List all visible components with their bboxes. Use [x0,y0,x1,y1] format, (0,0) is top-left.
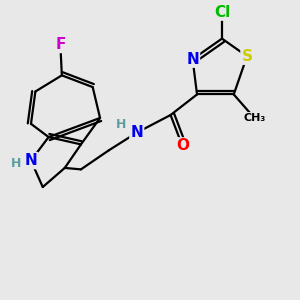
Text: F: F [55,37,66,52]
Text: Cl: Cl [214,5,230,20]
Text: N: N [186,52,199,67]
Text: S: S [242,49,253,64]
Text: CH₃: CH₃ [243,113,266,123]
Text: H: H [116,118,126,131]
Text: O: O [176,138,189,153]
Text: H: H [11,157,21,170]
Text: N: N [130,125,143,140]
Text: N: N [25,153,38,168]
